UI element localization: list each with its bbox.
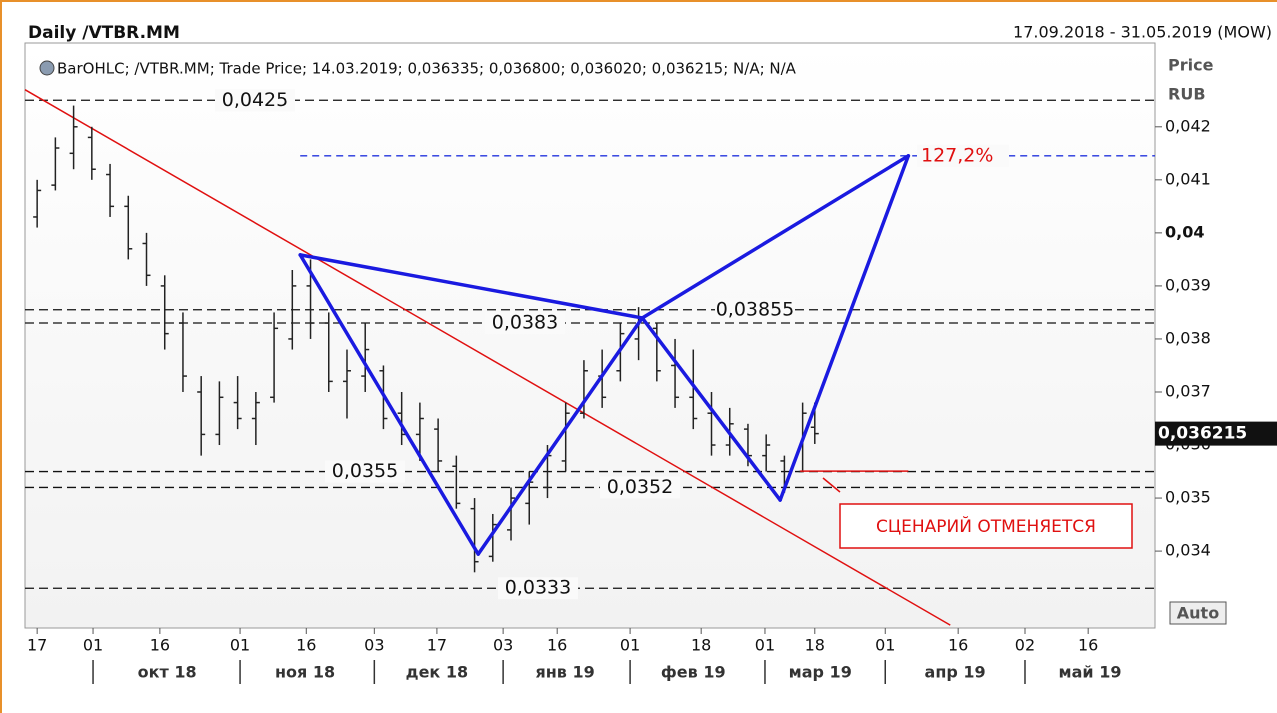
y-axis-unit: RUB: [1168, 85, 1206, 104]
month-label: апр 19: [925, 663, 986, 682]
y-tick-label: 0,042: [1165, 116, 1211, 135]
level-label: 0,0333: [505, 577, 571, 599]
x-tick-label: 01: [83, 636, 103, 655]
level-label: 0,0425: [222, 89, 288, 111]
x-tick-label: 01: [755, 636, 775, 655]
y-tick-label: 0,039: [1165, 275, 1211, 294]
month-label: янв 19: [535, 663, 594, 682]
level-label-bg: [498, 577, 578, 600]
legend-text: BarOHLC; /VTBR.MM; Trade Price; 14.03.20…: [57, 60, 797, 78]
month-label: май 19: [1059, 663, 1122, 682]
level-label-bg: [215, 89, 295, 112]
chart-title: Daily /VTBR.MM: [28, 23, 180, 43]
x-tick-label: 03: [364, 636, 384, 655]
pattern-line: [640, 154, 911, 320]
x-tick-label: 17: [427, 636, 447, 655]
x-tick-label: 18: [691, 636, 711, 655]
y-tick-label: 0,04: [1165, 222, 1204, 241]
month-label: дек 18: [406, 663, 468, 682]
pattern-line: [476, 316, 644, 556]
target-label-bg: [917, 144, 1009, 167]
x-tick-label: 01: [620, 636, 640, 655]
y-tick-label: 0,037: [1165, 381, 1211, 400]
legend-icon: [39, 60, 55, 76]
level-label: 0,0383: [492, 312, 558, 334]
price-tag: [1155, 421, 1277, 446]
level-label-bg: [715, 298, 795, 321]
x-tick-label: 01: [230, 636, 250, 655]
date-range: 17.09.2018 - 31.05.2019 (MOW): [1013, 23, 1272, 42]
target-label: 127,2%: [921, 144, 993, 166]
month-label: фев 19: [661, 663, 726, 682]
month-label: ноя 18: [275, 663, 335, 682]
x-tick-label: 16: [948, 636, 968, 655]
trendline: [24, 89, 951, 626]
month-label: окт 18: [138, 663, 197, 682]
level-label-bg: [485, 312, 565, 335]
level-label-bg: [600, 476, 680, 499]
pattern-line: [778, 154, 911, 502]
x-tick-label: 03: [493, 636, 513, 655]
x-tick-label: 02: [1015, 636, 1035, 655]
x-tick-label: 16: [1078, 636, 1098, 655]
pattern-line: [640, 316, 782, 502]
callout-box: [839, 503, 1133, 549]
callout-connector: [822, 477, 841, 493]
level-label: 0,0355: [332, 460, 398, 482]
x-tick-label: 16: [296, 636, 316, 655]
y-tick-label: 0,035: [1165, 488, 1211, 507]
auto-label[interactable]: Auto: [1177, 604, 1219, 623]
y-tick-label: 0,041: [1165, 169, 1211, 188]
month-label: мар 19: [789, 663, 852, 682]
level-label-bg: [325, 460, 405, 483]
y-tick-label: 0,038: [1165, 328, 1211, 347]
x-tick-label: 01: [875, 636, 895, 655]
x-tick-label: 17: [27, 636, 47, 655]
x-tick-label: 16: [547, 636, 567, 655]
x-tick-label: 18: [805, 636, 825, 655]
auto-button[interactable]: [1169, 601, 1227, 625]
callout-text: СЦЕНАРИЙ ОТМЕНЯЕТСЯ: [876, 515, 1096, 537]
price-tag-label: 0,036215: [1158, 424, 1247, 444]
y-tick-label: 0,034: [1165, 541, 1211, 560]
pattern-line: [298, 253, 480, 556]
y-axis-title: Price: [1168, 56, 1214, 75]
level-label: 0,03855: [716, 298, 795, 320]
pattern-line: [298, 253, 644, 320]
level-label: 0,0352: [607, 476, 673, 498]
x-tick-label: 16: [150, 636, 170, 655]
